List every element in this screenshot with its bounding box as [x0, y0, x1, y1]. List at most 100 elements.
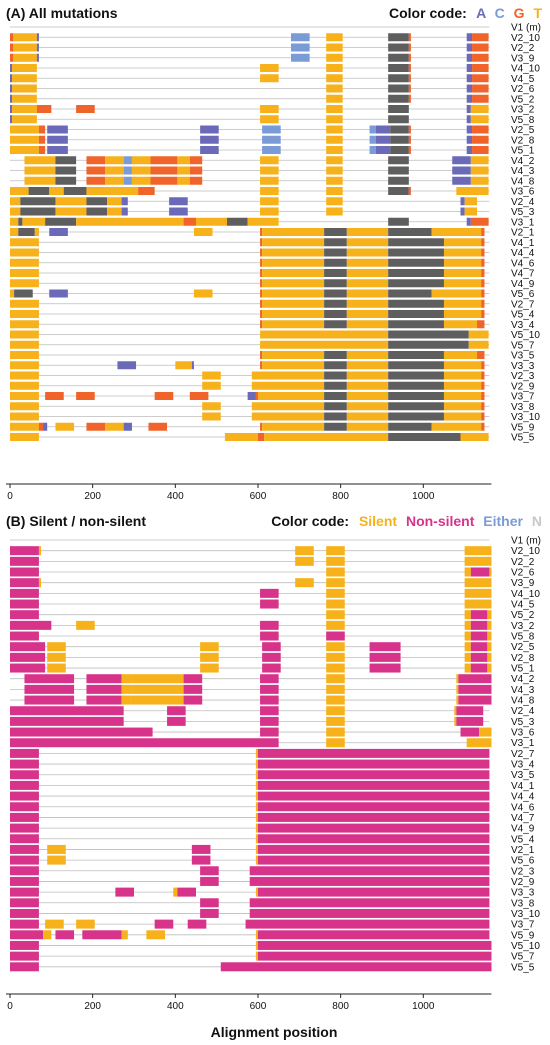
row-label: V5_9 — [511, 422, 535, 433]
mutation-segment-silent — [466, 738, 492, 748]
mutation-segment-A — [375, 125, 391, 134]
row-a-V5_1: V5_1 — [10, 146, 535, 157]
row-a-V1m: V1 (m) — [10, 23, 541, 34]
mutation-segment-T — [22, 217, 46, 226]
mutation-segment-T — [443, 412, 482, 421]
mutation-segment-G — [138, 187, 155, 195]
mutation-segment-T — [10, 248, 39, 257]
row-label: V3_4 — [511, 760, 535, 771]
mutation-segment-G — [470, 217, 489, 226]
mutation-segment-G — [86, 176, 106, 185]
mutation-segment-gray — [388, 381, 444, 390]
row-label: V4_1 — [511, 781, 535, 792]
mutation-segment-nonsilent — [200, 866, 219, 876]
mutation-segment-gray — [388, 105, 409, 113]
mutation-segment-nonsilent — [10, 940, 39, 950]
row-label: V4_9 — [511, 279, 535, 290]
mutation-segment-T — [260, 330, 389, 339]
mutation-segment-T — [468, 330, 489, 339]
mutation-segment-A — [123, 422, 132, 431]
mutation-segment-A — [10, 115, 13, 124]
row-label: V1 (m) — [511, 536, 541, 547]
row-label: V2_1 — [511, 228, 535, 239]
mutation-segment-T — [262, 310, 325, 318]
panel-b-color-code: Color code: Silent Non-silent Either N — [271, 513, 542, 529]
mutation-segment-T — [10, 381, 39, 390]
mutation-segment-T — [10, 289, 15, 298]
mutation-segment-T — [12, 64, 37, 72]
mutation-segment-G — [86, 422, 106, 431]
mutation-segment-G — [472, 64, 489, 72]
mutation-segment-T — [13, 43, 37, 52]
mutation-segment-G — [481, 310, 485, 318]
row-label: V2_7 — [511, 299, 535, 310]
row-a-V3_3: V3_3 — [10, 361, 535, 372]
mutation-segment-T — [251, 402, 325, 411]
panel-a-color-code-label: Color code: — [389, 5, 467, 21]
mutation-segment-gray — [324, 269, 347, 277]
mutation-segment-nonsilent — [24, 674, 75, 684]
x-tick-label: 200 — [84, 1001, 101, 1012]
mutation-segment-G — [183, 217, 196, 226]
mutation-segment-T — [470, 105, 489, 113]
mutation-segment-T — [10, 207, 21, 216]
panel-b-color-code-label: Color code: — [271, 513, 349, 529]
mutation-segment-C — [262, 135, 281, 144]
mutation-segment-T — [431, 422, 482, 431]
mutation-segment-nonsilent — [191, 855, 211, 865]
mutation-segment-nonsilent — [200, 908, 219, 918]
mutation-segment-nonsilent — [82, 930, 122, 940]
mutation-segment-C — [262, 125, 281, 134]
mutation-segment-nonsilent — [257, 759, 490, 769]
mutation-segment-G — [260, 310, 263, 318]
mutation-segment-T — [10, 258, 39, 267]
row-b-V5_6: V5_6 — [10, 855, 535, 867]
row-a-V4_8: V4_8 — [10, 176, 535, 187]
mutation-segment-nonsilent — [10, 759, 39, 769]
mutation-segment-G — [472, 125, 489, 134]
row-label: V5_2 — [511, 610, 535, 621]
mutation-segment-nonsilent — [260, 727, 279, 737]
mutation-segment-A — [36, 43, 39, 52]
row-b-V4_3: V4_3 — [10, 684, 535, 696]
x-tick-label: 200 — [84, 491, 101, 502]
mutation-segment-T — [443, 402, 482, 411]
row-a-V3_7: V3_7 — [10, 392, 535, 403]
mutation-segment-T — [456, 187, 489, 195]
mutation-segment-nonsilent — [10, 567, 39, 577]
mutation-segment-T — [443, 381, 482, 390]
mutation-segment-gray — [324, 412, 347, 421]
mutation-segment-T — [12, 84, 37, 93]
mutation-segment-nonsilent — [249, 908, 490, 918]
row-a-V5_10: V5_10 — [10, 330, 540, 341]
mutation-segment-C — [369, 125, 376, 134]
mutation-segment-G — [408, 94, 411, 103]
mutation-segment-T — [260, 207, 279, 216]
mutation-segment-nonsilent — [262, 663, 281, 673]
mutation-segment-gray — [20, 207, 56, 216]
mutation-segment-A — [466, 217, 471, 226]
mutation-segment-T — [346, 381, 389, 390]
mutation-segment-gray — [388, 422, 432, 431]
mutation-segment-nonsilent — [200, 876, 219, 886]
mutation-segment-A — [10, 84, 13, 93]
mutation-segment-gray — [390, 125, 409, 134]
mutation-segment-G — [481, 392, 485, 400]
row-label: V5_8 — [511, 115, 535, 126]
mutation-segment-A — [466, 135, 473, 144]
mutation-segment-G — [477, 320, 485, 329]
row-a-V3_5: V3_5 — [10, 351, 535, 362]
mutation-segment-gray — [388, 248, 444, 257]
row-a-V2_10: V2_10 — [10, 33, 540, 44]
mutation-segment-nonsilent — [10, 919, 39, 929]
row-b-V4_2: V4_2 — [10, 674, 535, 685]
row-label: V5_3 — [511, 717, 535, 728]
row-a-V3_4: V3_4 — [10, 320, 535, 331]
row-a-V4_2: V4_2 — [10, 156, 535, 167]
mutation-segment-silent — [38, 546, 41, 556]
mutation-segment-T — [24, 176, 56, 185]
mutation-segment-T — [260, 74, 279, 83]
row-label: V3_10 — [511, 909, 540, 920]
mutation-segment-T — [10, 197, 21, 206]
row-b-V4_9: V4_9 — [10, 823, 535, 835]
